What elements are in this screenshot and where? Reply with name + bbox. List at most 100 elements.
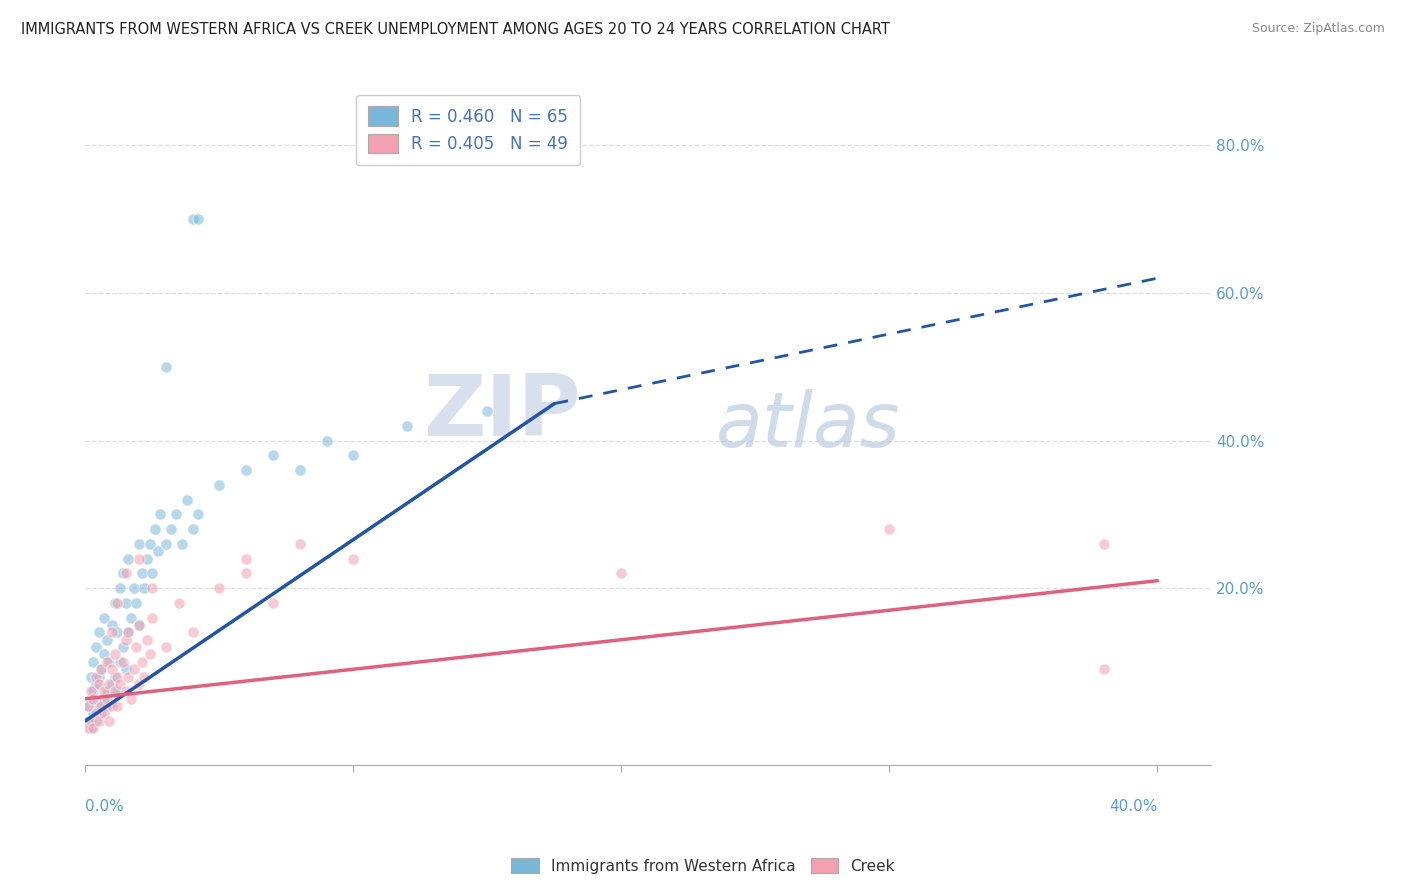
- Point: [125, 640, 148, 654]
- Point: [288, 463, 311, 477]
- Point: [98, 714, 121, 728]
- Point: [160, 522, 183, 536]
- Point: [120, 610, 142, 624]
- Point: [107, 596, 129, 610]
- Point: [87, 699, 110, 714]
- Point: [315, 434, 337, 448]
- Point: [108, 655, 131, 669]
- Point: [149, 508, 172, 522]
- Point: [93, 691, 115, 706]
- Point: [79, 691, 101, 706]
- Point: [114, 566, 136, 581]
- Point: [136, 551, 159, 566]
- Point: [128, 677, 150, 691]
- Point: [98, 699, 121, 714]
- Point: [90, 706, 112, 721]
- Point: [101, 662, 124, 676]
- Point: [96, 655, 118, 669]
- Point: [98, 677, 121, 691]
- Point: [84, 670, 107, 684]
- Point: [79, 721, 101, 735]
- Point: [101, 625, 124, 640]
- Point: [155, 640, 177, 654]
- Point: [90, 662, 112, 676]
- Point: [165, 508, 187, 522]
- Point: [108, 677, 131, 691]
- Legend: R = 0.460   N = 65, R = 0.405   N = 49: R = 0.460 N = 65, R = 0.405 N = 49: [356, 95, 579, 165]
- Point: [395, 418, 418, 433]
- Text: Source: ZipAtlas.com: Source: ZipAtlas.com: [1251, 22, 1385, 36]
- Text: ZIP: ZIP: [423, 371, 581, 454]
- Point: [93, 706, 115, 721]
- Point: [128, 537, 150, 551]
- Point: [84, 714, 107, 728]
- Text: 0.0%: 0.0%: [86, 799, 124, 814]
- Point: [84, 640, 107, 654]
- Point: [235, 551, 257, 566]
- Point: [114, 596, 136, 610]
- Point: [262, 448, 284, 462]
- Point: [342, 448, 364, 462]
- Point: [111, 655, 134, 669]
- Point: [143, 522, 166, 536]
- Point: [138, 648, 160, 662]
- Point: [138, 537, 160, 551]
- Point: [96, 684, 118, 698]
- Point: [101, 677, 124, 691]
- Point: [235, 566, 257, 581]
- Point: [98, 655, 121, 669]
- Point: [96, 691, 118, 706]
- Point: [879, 522, 901, 536]
- Point: [104, 596, 127, 610]
- Point: [84, 677, 107, 691]
- Point: [111, 640, 134, 654]
- Point: [208, 477, 231, 491]
- Point: [117, 670, 139, 684]
- Point: [134, 581, 156, 595]
- Point: [208, 581, 231, 595]
- Point: [125, 596, 148, 610]
- Point: [181, 212, 204, 227]
- Point: [107, 625, 129, 640]
- Point: [108, 581, 131, 595]
- Point: [131, 655, 153, 669]
- Point: [77, 699, 100, 714]
- Point: [79, 670, 101, 684]
- Point: [181, 522, 204, 536]
- Point: [477, 404, 499, 418]
- Point: [155, 359, 177, 374]
- Point: [77, 714, 100, 728]
- Point: [136, 632, 159, 647]
- Point: [141, 581, 163, 595]
- Point: [82, 691, 104, 706]
- Point: [87, 714, 110, 728]
- Point: [77, 721, 100, 735]
- Point: [93, 684, 115, 698]
- Point: [114, 684, 136, 698]
- Point: [87, 625, 110, 640]
- Point: [176, 492, 198, 507]
- Point: [117, 625, 139, 640]
- Text: atlas: atlas: [716, 389, 900, 463]
- Point: [82, 721, 104, 735]
- Point: [111, 566, 134, 581]
- Point: [167, 596, 190, 610]
- Point: [82, 655, 104, 669]
- Point: [104, 648, 127, 662]
- Point: [117, 625, 139, 640]
- Point: [90, 699, 112, 714]
- Point: [1092, 537, 1115, 551]
- Point: [131, 566, 153, 581]
- Point: [288, 537, 311, 551]
- Point: [77, 699, 100, 714]
- Point: [93, 610, 115, 624]
- Legend: Immigrants from Western Africa, Creek: Immigrants from Western Africa, Creek: [505, 852, 901, 880]
- Point: [107, 670, 129, 684]
- Point: [84, 706, 107, 721]
- Point: [101, 699, 124, 714]
- Text: IMMIGRANTS FROM WESTERN AFRICA VS CREEK UNEMPLOYMENT AMONG AGES 20 TO 24 YEARS C: IMMIGRANTS FROM WESTERN AFRICA VS CREEK …: [21, 22, 890, 37]
- Point: [90, 662, 112, 676]
- Point: [187, 212, 209, 227]
- Point: [342, 551, 364, 566]
- Point: [82, 706, 104, 721]
